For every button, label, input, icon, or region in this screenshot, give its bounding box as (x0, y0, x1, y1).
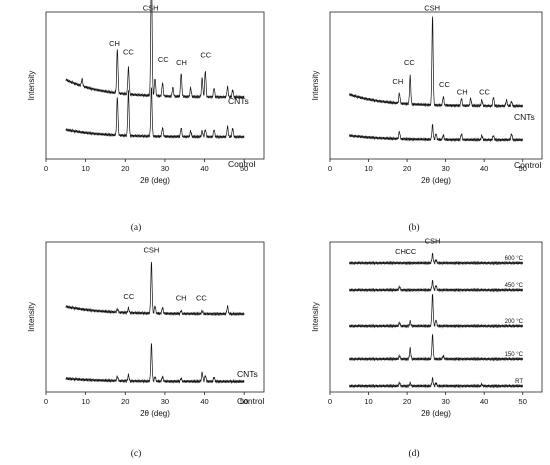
chart-panel-1: 0 10 20 30 40 50 2θ (deg) Intensity CNTs Control C… (27, 0, 265, 233)
x-tick-label: 10 (364, 164, 372, 173)
series-line-1 (348, 16, 523, 109)
x-axis-label: 2θ (deg) (140, 409, 170, 418)
y-axis-label: Intensity (27, 71, 36, 101)
x-axis-label: 2θ (deg) (421, 176, 451, 185)
panel-caption: (d) (408, 448, 419, 459)
plot-frame (45, 11, 265, 160)
series-label: CNTs (237, 369, 258, 379)
panel-caption: (a) (131, 222, 142, 233)
x-tick-label: 40 (200, 397, 208, 406)
x-tick-label: 20 (121, 397, 129, 406)
series-label: 150 °C (505, 352, 524, 358)
panel-caption: (c) (131, 448, 142, 459)
peak-annotation: CC (158, 55, 169, 64)
panel-caption: (b) (408, 222, 419, 233)
series-line-5 (348, 377, 523, 389)
peak-annotation: CC (406, 247, 417, 256)
plot-frame (329, 11, 543, 160)
series-line-2 (65, 343, 245, 385)
series-line-3 (348, 294, 523, 329)
x-tick-label: 50 (519, 397, 527, 406)
series-label: 600 °C (505, 256, 524, 262)
plot-frame (45, 241, 265, 393)
x-tick-label: 20 (403, 397, 411, 406)
x-tick-label: 50 (240, 164, 248, 173)
series-line-1 (348, 252, 523, 266)
series-line-2 (348, 279, 523, 293)
x-tick-label: 40 (200, 164, 208, 173)
series-line-1 (65, 261, 245, 317)
chart-panel-2: 0 10 20 30 40 50 2θ (deg) Intensity CNTs Control C… (311, 4, 543, 233)
peak-annotation: CC (123, 292, 134, 301)
series-label: CNTs (514, 112, 535, 122)
peak-annotation: CC (404, 58, 415, 67)
x-tick-label: 30 (161, 397, 169, 406)
series-label: Control (228, 159, 256, 169)
peak-annotation: CH (176, 58, 187, 67)
x-tick-label: 10 (81, 397, 89, 406)
chart-panel-3: 0 10 20 30 40 50 2θ (deg) Intensity CNTs Control C… (27, 241, 265, 459)
x-tick-label: 0 (44, 164, 48, 173)
chart-panel-4: 0 10 20 30 40 50 2θ (deg) Intensity 600 °C 450 °C… (311, 237, 543, 459)
x-tick-label: 40 (480, 164, 488, 173)
x-tick-label: 0 (328, 397, 332, 406)
series-label: Control (514, 160, 542, 170)
peak-annotation: CH (395, 247, 406, 256)
series-label: CNTs (228, 96, 249, 106)
peak-annotation: CC (196, 294, 207, 303)
x-tick-label: 50 (519, 164, 527, 173)
x-tick-label: 20 (403, 164, 411, 173)
peak-annotation: CC (439, 80, 450, 89)
peak-annotation: CSH (144, 246, 160, 255)
series-line-2 (65, 87, 245, 140)
x-tick-label: 30 (161, 164, 169, 173)
y-axis-label: Intensity (311, 302, 320, 332)
series-label: Control (237, 396, 265, 406)
x-tick-label: 0 (328, 164, 332, 173)
x-tick-label: 30 (441, 164, 449, 173)
y-axis-label: Intensity (311, 71, 320, 101)
peak-annotation: CSH (424, 4, 440, 13)
x-axis-label: 2θ (deg) (421, 409, 451, 418)
peak-annotation: CC (479, 87, 490, 96)
x-tick-label: 50 (240, 397, 248, 406)
peak-annotation: CH (176, 294, 187, 303)
x-tick-label: 0 (44, 397, 48, 406)
peak-annotation: CSH (143, 4, 159, 13)
x-tick-label: 40 (480, 397, 488, 406)
x-tick-label: 30 (441, 397, 449, 406)
y-axis-label: Intensity (27, 302, 36, 332)
series-line-1 (65, 0, 245, 100)
series-line-2 (348, 124, 523, 143)
peak-annotation: CC (200, 51, 211, 60)
x-tick-label: 10 (81, 164, 89, 173)
series-label: 450 °C (505, 283, 524, 289)
x-axis-label: 2θ (deg) (140, 176, 170, 185)
series-line-4 (348, 333, 523, 362)
peak-annotation: CSH (425, 237, 441, 246)
peak-annotation: CC (123, 48, 134, 57)
x-tick-label: 20 (121, 164, 129, 173)
peak-annotation: CH (109, 39, 120, 48)
peak-annotation: CH (457, 87, 468, 96)
x-tick-label: 10 (364, 397, 372, 406)
plot-frame (329, 241, 543, 393)
series-label: RT (515, 379, 523, 385)
peak-annotation: CH (392, 77, 403, 86)
series-label: 200 °C (505, 319, 524, 325)
